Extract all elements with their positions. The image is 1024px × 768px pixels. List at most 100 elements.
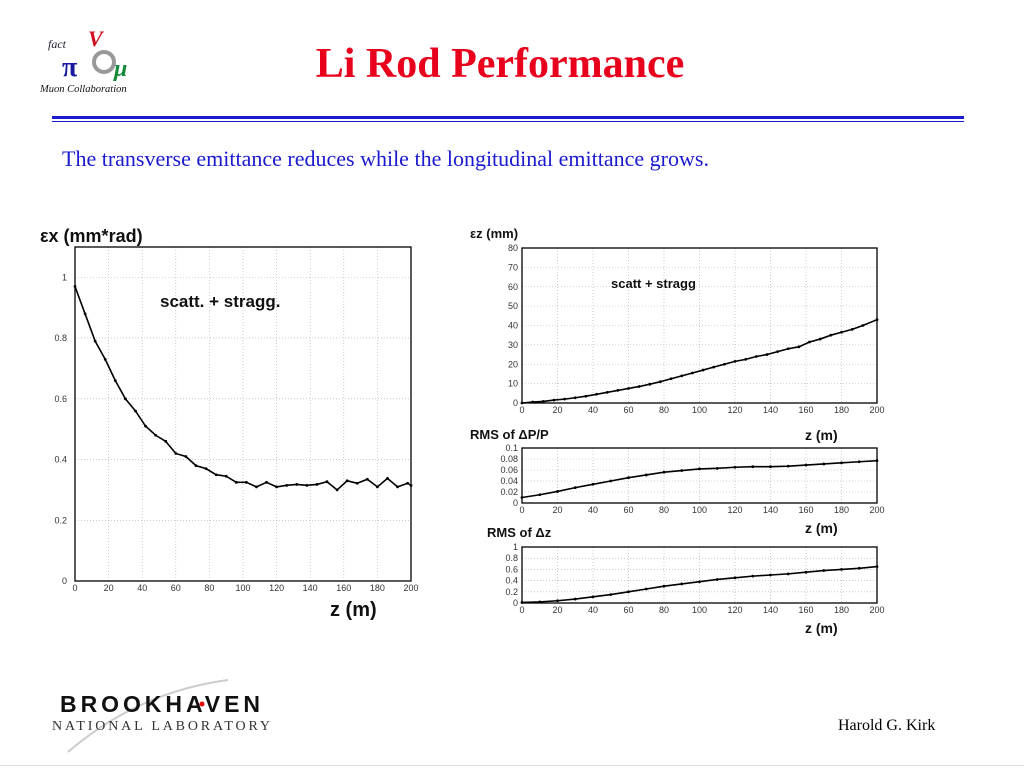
data-point	[154, 433, 158, 437]
data-point	[609, 593, 613, 596]
y-tick-label: 0	[513, 498, 518, 508]
chart-dz-xlabel: z (m)	[805, 620, 838, 636]
data-point	[648, 382, 652, 386]
data-point	[144, 424, 147, 428]
x-tick-label: 0	[519, 505, 524, 515]
muon-collaboration-logo: fact V π μ Muon Collaboration	[39, 26, 127, 95]
x-tick-label: 60	[623, 605, 633, 615]
data-point	[875, 459, 879, 463]
x-tick-label: 0	[519, 405, 524, 415]
chart-dz-xlabel-top: z (m)	[805, 520, 838, 536]
x-tick-label: 200	[403, 583, 418, 593]
x-tick-label: 160	[798, 405, 813, 415]
x-tick-label: 100	[692, 605, 707, 615]
data-point	[520, 401, 524, 405]
x-tick-label: 100	[692, 405, 707, 415]
data-point	[325, 480, 329, 484]
x-tick-label: 160	[798, 505, 813, 515]
x-tick-label: 0	[72, 583, 77, 593]
data-point	[875, 565, 879, 568]
x-tick-label: 20	[552, 605, 562, 615]
chart-ex-xlabel: z (m)	[330, 599, 377, 621]
plot-frame	[521, 447, 878, 504]
data-point	[808, 340, 811, 344]
brookhaven-logo: BROOKHAVEN NATIONAL LABORATORY	[52, 679, 270, 753]
data-point	[644, 473, 648, 477]
data-point	[409, 483, 413, 487]
x-tick-label: 120	[269, 583, 284, 593]
y-tick-label: 0.6	[505, 564, 518, 574]
data-point	[531, 400, 535, 404]
svg-text:BROOKHAVEN: BROOKHAVEN	[60, 691, 260, 717]
x-tick-label: 60	[623, 505, 633, 515]
data-point	[234, 480, 238, 484]
data-point	[93, 339, 97, 343]
data-point	[573, 396, 577, 400]
data-point	[698, 580, 701, 584]
data-point	[520, 601, 524, 604]
data-point	[573, 486, 577, 489]
data-point	[754, 355, 758, 358]
data-point	[83, 312, 87, 316]
data-point	[662, 470, 666, 474]
author-name: Harold G. Kirk	[838, 717, 936, 734]
data-point	[134, 409, 137, 413]
y-tick-label: 0.8	[505, 553, 518, 563]
data-point	[591, 595, 595, 599]
x-tick-label: 140	[763, 405, 778, 415]
data-point	[376, 485, 379, 489]
data-point	[829, 333, 833, 337]
chart-dpp: 0 20 40 60 80 100 120 140 160 180 200 00.020.040.06…	[500, 443, 884, 515]
svg-text:Muon Collaboration: Muon Collaboration	[39, 84, 127, 95]
data-point	[840, 461, 843, 465]
x-tick-label: 100	[235, 583, 250, 593]
x-tick-label: 100	[692, 505, 707, 515]
data-point	[698, 467, 701, 471]
data-point	[861, 324, 865, 327]
data-point	[840, 330, 843, 334]
data-point	[715, 466, 719, 470]
x-tick-label: 180	[370, 583, 385, 593]
data-point	[875, 318, 879, 322]
y-tick-label: 0.02	[500, 487, 518, 497]
series-line	[521, 318, 878, 404]
data-point	[818, 337, 822, 341]
y-tick-label: 0.8	[54, 333, 67, 343]
data-point	[712, 365, 716, 369]
svg-text:V: V	[88, 26, 105, 51]
data-point	[616, 389, 620, 392]
svg-text:μ: μ	[112, 56, 127, 82]
data-point	[103, 357, 107, 361]
x-tick-label: 140	[763, 605, 778, 615]
data-point	[769, 465, 772, 469]
data-point	[520, 496, 524, 499]
y-tick-label: 80	[508, 243, 518, 253]
title-divider	[52, 116, 964, 119]
x-tick-label: 180	[834, 605, 849, 615]
y-tick-label: 0.06	[500, 465, 518, 475]
data-point	[556, 599, 559, 603]
data-point	[584, 394, 588, 398]
data-point	[769, 573, 772, 577]
data-point	[850, 327, 854, 331]
x-tick-label: 160	[336, 583, 351, 593]
x-tick-label: 20	[552, 405, 562, 415]
data-point	[662, 584, 666, 588]
chart-dz: 0 20 40 60 80 100 120 140 160 180 200 00.20.4 0.60.8…	[505, 542, 884, 615]
x-tick-label: 80	[659, 605, 669, 615]
x-tick-label: 120	[727, 605, 742, 615]
data-point	[305, 483, 309, 487]
data-point	[386, 476, 389, 480]
svg-text:fact: fact	[48, 37, 67, 51]
x-tick-label: 200	[869, 405, 884, 415]
data-point	[822, 569, 826, 572]
data-point	[275, 485, 278, 489]
data-point	[715, 578, 719, 581]
data-point	[335, 488, 339, 492]
x-tick-label: 140	[303, 583, 318, 593]
y-tick-label: 0	[513, 598, 518, 608]
data-point	[733, 359, 737, 363]
svg-text:π: π	[62, 52, 78, 83]
data-point	[733, 576, 737, 580]
data-point	[406, 481, 410, 485]
